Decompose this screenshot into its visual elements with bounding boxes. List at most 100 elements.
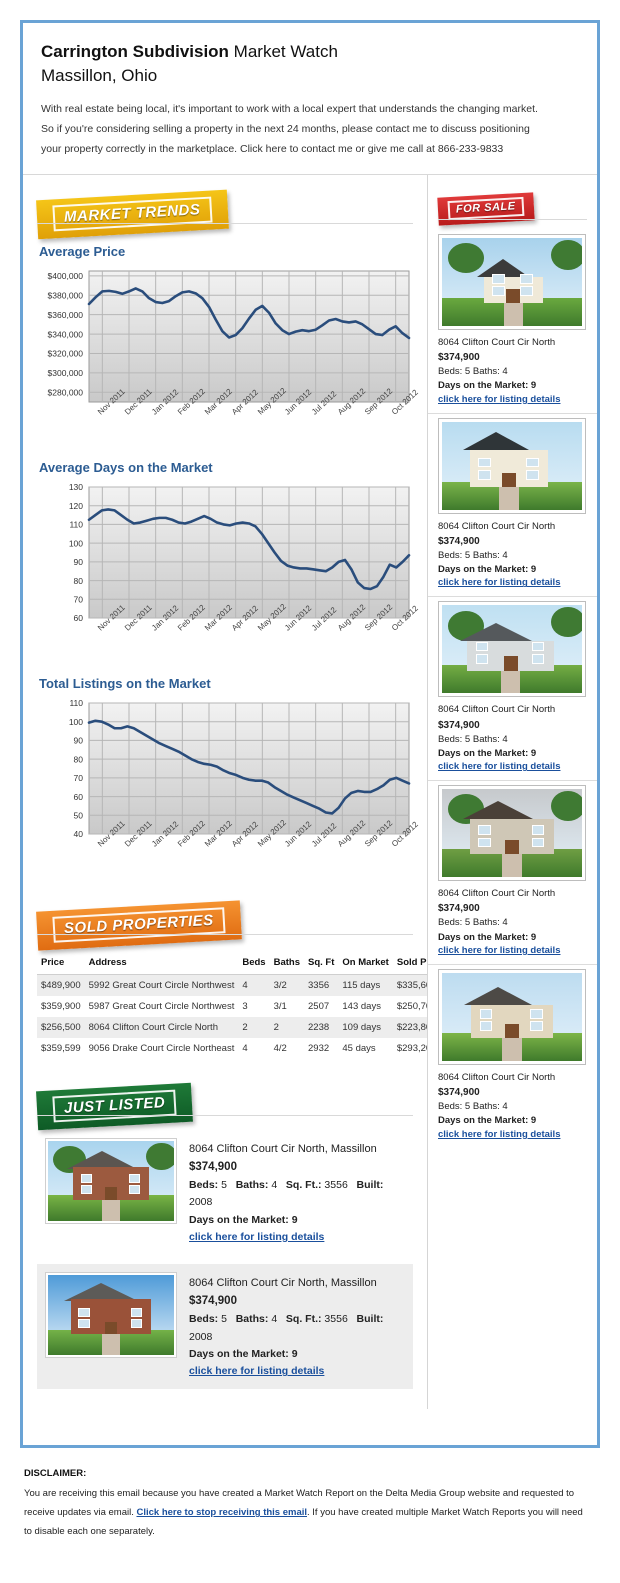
- for-sale-item[interactable]: 8064 Clifton Court Cir North $374,900 Beds…: [428, 414, 597, 598]
- svg-text:$320,000: $320,000: [48, 349, 84, 359]
- photo-window: [531, 837, 545, 848]
- svg-text:$300,000: $300,000: [48, 368, 84, 378]
- svg-text:$340,000: $340,000: [48, 329, 84, 339]
- for-sale-photo[interactable]: [438, 968, 586, 1065]
- just-listed-badge: JUST LISTED: [36, 1082, 194, 1131]
- photo-front-door: [505, 840, 519, 855]
- listing-days-on-market: Days on the Market: 9: [189, 1348, 298, 1360]
- sqft-label: Sq. Ft.:: [285, 1179, 322, 1192]
- listing-details-link[interactable]: click here for listing details: [189, 1365, 325, 1378]
- listing-details-link[interactable]: click here for listing details: [438, 944, 561, 956]
- page-title-suffix: Market Watch: [228, 42, 338, 61]
- for-sale-info: 8064 Clifton Court Cir North $374,900 Beds…: [438, 703, 587, 772]
- svg-text:110: 110: [69, 698, 83, 708]
- table-cell-on-market: 45 days: [342, 1042, 376, 1054]
- main-column: MARKET TRENDS Average Price $400,000 $380…: [23, 175, 448, 1409]
- table-row: $256,500 8064 Clifton Court Circle North 2…: [37, 1016, 448, 1038]
- svg-text:90: 90: [74, 736, 84, 746]
- for-sale-info: 8064 Clifton Court Cir North $374,900 Beds…: [438, 520, 587, 589]
- photo-roof: [460, 623, 533, 641]
- svg-text:70: 70: [74, 594, 84, 604]
- photo-inner: [442, 789, 582, 878]
- photo-inner: [442, 605, 582, 694]
- for-sale-photo[interactable]: [438, 601, 586, 698]
- photo-front-door: [505, 1023, 519, 1039]
- page-subtitle: Massillon, Ohio: [41, 66, 158, 86]
- table-column-header: Sq. Ft: [304, 950, 339, 975]
- table-cell-address: 8064 Clifton Court Circle North: [84, 1016, 239, 1038]
- listing-details-link[interactable]: click here for listing details: [438, 577, 561, 589]
- just-listed-photo[interactable]: [45, 1137, 177, 1224]
- just-listed-item[interactable]: 8064 Clifton Court Cir North, Massillon $…: [37, 1130, 413, 1254]
- chart-xaxis-total-listings: Nov 2011 Dec 2011 Jan 2012 Feb 2012 Mar 2012…: [89, 818, 419, 882]
- svg-text:110: 110: [69, 520, 83, 530]
- for-sale-item[interactable]: 8064 Clifton Court Cir North $374,900 Beds…: [428, 965, 597, 1148]
- photo-walkway: [499, 486, 519, 510]
- listing-specs: Beds: 5 Baths: 4 Sq. Ft.: 3556 Built: 20…: [189, 1311, 405, 1346]
- for-sale-item[interactable]: 8064 Clifton Court Cir North $374,900 Beds…: [428, 230, 597, 414]
- table-column-header: Address: [84, 950, 239, 975]
- for-sale-item[interactable]: 8064 Clifton Court Cir North $374,900 Beds…: [428, 781, 597, 965]
- baths-value: 4: [271, 1313, 278, 1326]
- unsubscribe-link[interactable]: Click here to stop receiving this email: [136, 1507, 308, 1518]
- photo-window: [520, 274, 533, 284]
- photo-tree: [551, 790, 582, 821]
- table-cell-beds: 4: [242, 1042, 248, 1054]
- photo-roof: [463, 801, 533, 820]
- just-listed-info: 8064 Clifton Court Cir North, Massillon $…: [189, 1138, 405, 1246]
- listing-address: 8064 Clifton Court Cir North, Massillon: [189, 1277, 377, 1290]
- svg-text:$400,000: $400,000: [48, 271, 84, 281]
- for-sale-item[interactable]: 8064 Clifton Court Cir North $374,900 Beds…: [428, 597, 597, 782]
- listing-details-link[interactable]: click here for listing details: [438, 761, 561, 773]
- svg-text:$380,000: $380,000: [48, 290, 84, 300]
- photo-roof: [64, 1283, 139, 1302]
- photo-window: [526, 457, 539, 468]
- listing-days-on-market: Days on the Market: 9: [438, 564, 537, 576]
- photo-front-door: [104, 1187, 118, 1201]
- listing-price: $374,900: [438, 535, 480, 547]
- photo-walkway: [500, 670, 521, 694]
- photo-window: [128, 1173, 140, 1183]
- photo-window: [478, 457, 491, 468]
- chart-title-average-price: Average Price: [39, 243, 126, 259]
- beds-label: Beds:: [189, 1313, 219, 1326]
- for-sale-photo[interactable]: [438, 417, 586, 514]
- listing-details-link[interactable]: click here for listing details: [189, 1230, 325, 1243]
- beds-value: 5: [221, 1313, 227, 1326]
- for-sale-sidebar: FOR SALE 8064 Clifton Court Cir North $37…: [427, 174, 597, 1409]
- table-cell-baths: 4/2: [273, 1042, 287, 1054]
- svg-text:120: 120: [69, 501, 83, 511]
- listing-days-on-market: Days on the Market: 9: [438, 1115, 537, 1127]
- market-trends-header: MARKET TRENDS: [23, 189, 427, 240]
- house-photo-house-brick-colonial: [48, 1140, 174, 1221]
- chart-xaxis-average-price: Nov 2011 Dec 2011 Jan 2012 Feb 2012 Mar 2012…: [89, 386, 419, 450]
- svg-text:60: 60: [74, 613, 84, 623]
- photo-inner: [48, 1275, 174, 1356]
- listing-beds-baths: Beds: 5 Baths: 4: [438, 1101, 508, 1113]
- sold-properties-divider: [37, 933, 413, 935]
- photo-walkway: [102, 1200, 120, 1221]
- just-listed-photo[interactable]: [45, 1272, 177, 1359]
- disclaimer-text-part1: You are receiving this email because you…: [24, 1488, 575, 1518]
- photo-window: [530, 1009, 543, 1019]
- listing-price: $374,900: [438, 903, 480, 915]
- table-cell-sqft: 2238: [304, 1016, 339, 1038]
- chart-average-days-on-market: Average Days on the Market 130 120 110 100 9…: [37, 460, 420, 666]
- for-sale-photo[interactable]: [438, 233, 586, 330]
- photo-walkway: [102, 1334, 120, 1356]
- listing-details-link[interactable]: click here for listing details: [438, 393, 561, 405]
- photo-front-door: [502, 472, 517, 487]
- chart-title-total-listings: Total Listings on the Market: [39, 675, 211, 691]
- listing-address: 8064 Clifton Court Cir North: [438, 520, 556, 532]
- for-sale-photo[interactable]: [438, 785, 586, 882]
- table-row: $359,599 9056 Drake Court Circle Northeas…: [37, 1038, 447, 1059]
- house-photo-house-tan-suburban: [442, 972, 582, 1061]
- photo-window: [492, 286, 505, 296]
- photo-inner: [48, 1140, 174, 1221]
- beds-label: Beds:: [189, 1179, 219, 1192]
- listing-details-link[interactable]: click here for listing details: [438, 1128, 561, 1140]
- just-listed-item[interactable]: 8064 Clifton Court Cir North, Massillon $…: [37, 1264, 413, 1389]
- photo-inner: [442, 421, 582, 510]
- table-cell-baths: 3/1: [273, 1000, 287, 1012]
- svg-text:50: 50: [74, 810, 84, 820]
